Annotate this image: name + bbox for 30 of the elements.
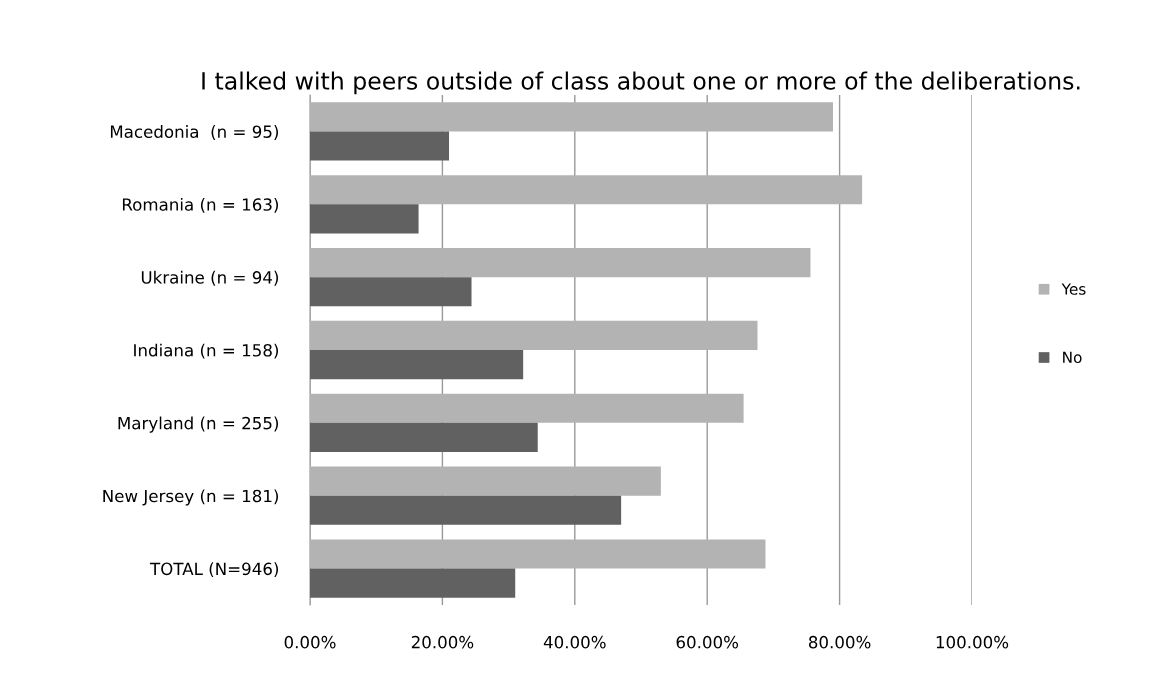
bar	[310, 248, 811, 278]
bar	[310, 350, 524, 380]
x-tick-label: 0.00%	[284, 635, 336, 649]
bar	[310, 466, 661, 496]
x-tick-label: 60.00%	[676, 635, 739, 649]
y-tick-label: New Jersey (n = 181)	[103, 489, 279, 506]
x-tick-label: 20.00%	[411, 635, 474, 649]
bar	[310, 175, 863, 205]
bar	[310, 539, 766, 569]
x-tick-label: 100.00%	[936, 635, 1009, 649]
y-tick-label: TOTAL (N=946)	[149, 562, 279, 578]
bar	[310, 495, 622, 525]
y-tick-label: Indiana (n = 158)	[134, 343, 279, 359]
bar	[310, 320, 758, 350]
legend-label: No	[1063, 351, 1082, 364]
y-tick-label: Ukraine (n = 94)	[141, 270, 279, 286]
bar	[310, 568, 516, 598]
x-tick-label: 40.00%	[543, 635, 606, 649]
bar	[310, 277, 472, 307]
y-tick-label: Macedonia (n = 95)	[110, 125, 279, 140]
y-tick-label: Maryland (n = 255)	[118, 416, 279, 433]
legend-label: Yes	[1061, 283, 1086, 295]
bar	[310, 204, 419, 234]
bar	[310, 422, 538, 452]
bar	[310, 393, 744, 423]
bar	[310, 131, 450, 161]
chart-title: I talked with peers outside of class about one or more of the deliberations.	[202, 71, 1080, 95]
x-tick-label: 80.00%	[808, 635, 871, 649]
bar	[310, 102, 833, 132]
y-tick-label: Romania (n = 163)	[122, 197, 279, 213]
